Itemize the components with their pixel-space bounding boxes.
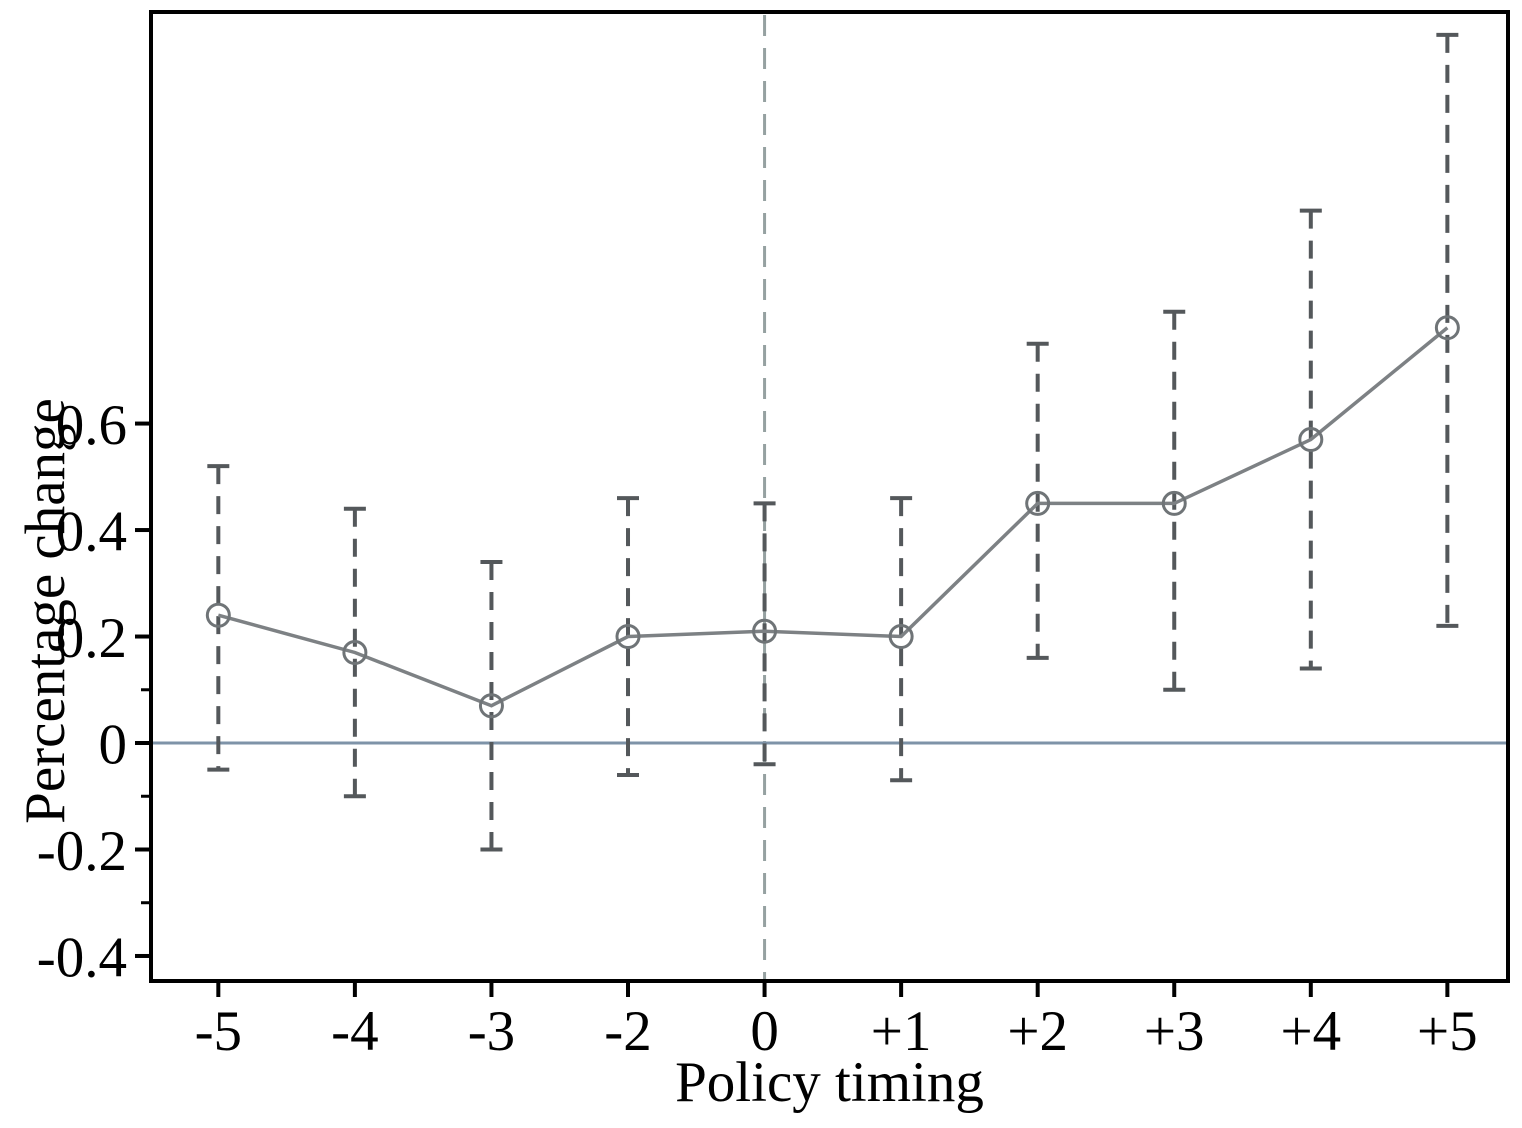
y-axis-tick-label: -0.2 <box>37 820 127 883</box>
y-axis-tick-label: 0.2 <box>56 607 127 670</box>
estimate-marker <box>342 639 368 665</box>
x-axis-tick-label: +1 <box>871 1000 932 1063</box>
x-axis-tick-label: +3 <box>1144 1000 1205 1063</box>
y-axis-tick-label: 0.4 <box>56 501 127 564</box>
estimate-marker <box>205 602 231 628</box>
estimate-marker <box>478 693 504 719</box>
estimate-marker <box>888 624 914 650</box>
x-axis-tick-label: +5 <box>1417 1000 1478 1063</box>
plot-frame <box>149 10 1510 983</box>
x-axis-tick-label: -5 <box>195 1000 242 1063</box>
x-axis-tick-label: -3 <box>468 1000 515 1063</box>
x-axis-tick-label: -4 <box>331 1000 378 1063</box>
estimate-line <box>217 326 1449 708</box>
x-axis-tick-label: 0 <box>750 1000 779 1063</box>
estimate-marker <box>1298 427 1324 453</box>
x-axis-tick-label: +2 <box>1007 1000 1068 1063</box>
y-axis-tick-label: 0.6 <box>56 394 127 457</box>
y-axis-tick-label: 0 <box>99 714 128 777</box>
x-axis-title: Policy timing <box>675 1051 984 1114</box>
estimate-marker <box>1025 490 1051 516</box>
estimate-marker <box>615 624 641 650</box>
estimate-marker <box>1161 490 1187 516</box>
y-axis-tick-label: -0.4 <box>37 926 127 989</box>
x-axis-tick-label: -2 <box>604 1000 651 1063</box>
y-axis-title: Percentage change <box>14 398 78 824</box>
x-axis-tick-label: +4 <box>1280 1000 1341 1063</box>
estimate-marker <box>752 618 778 644</box>
estimate-marker <box>1434 315 1460 341</box>
